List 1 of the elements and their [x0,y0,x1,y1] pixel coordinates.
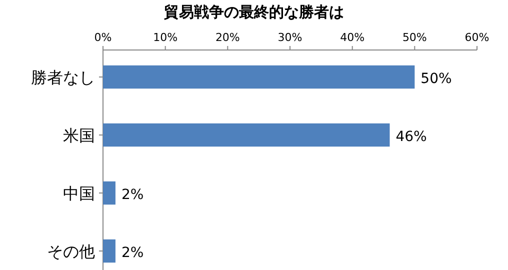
title: 貿易戦争の最終的な勝者は [164,3,344,21]
